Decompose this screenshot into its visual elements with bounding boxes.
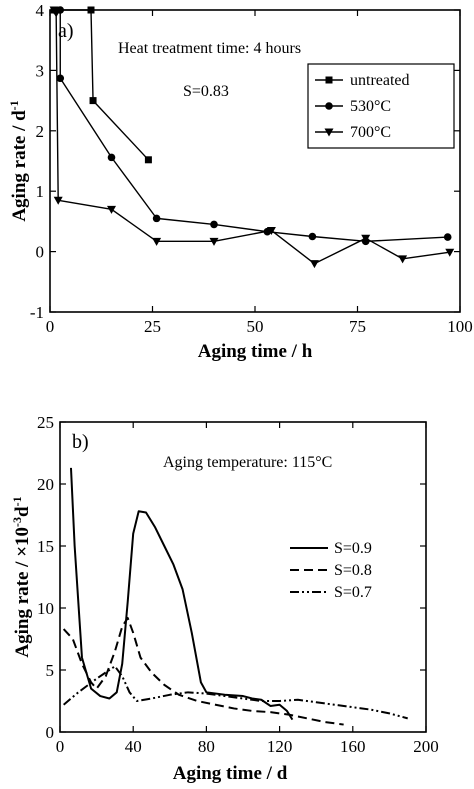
chart-b-annotation-temp: Aging temperature: 115°C bbox=[163, 454, 332, 471]
chart-b-y-tick-label: 10 bbox=[37, 599, 54, 618]
chart-a-point-3 bbox=[209, 237, 219, 246]
chart-a-y-tick-label: 3 bbox=[36, 61, 45, 80]
chart-a-legend-marker bbox=[325, 102, 333, 110]
chart-b-ticks: 0 40 80 120 160 200 0 5 10 15 20 25 bbox=[37, 413, 439, 756]
chart-b-series-line-1 bbox=[69, 467, 294, 721]
chart-a-y-tick-label: 2 bbox=[36, 122, 45, 141]
chart-b-legend: S=0.9 S=0.8 S=0.7 bbox=[290, 540, 372, 601]
chart-a-annotation-time: Heat treatment time: 4 hours bbox=[118, 40, 301, 57]
chart-b-y-tick-label: 25 bbox=[37, 413, 54, 432]
chart-a-panel-label: a) bbox=[58, 20, 74, 42]
chart-a-point-1 bbox=[144, 156, 152, 164]
chart-a-y-tick-label: -1 bbox=[30, 303, 44, 322]
chart-a-point-3 bbox=[53, 196, 63, 205]
chart-b-y-axis-label-tail-sup: -1 bbox=[10, 496, 24, 506]
chart-b-legend-label: S=0.9 bbox=[334, 540, 372, 557]
chart-b-x-tick-label: 40 bbox=[125, 737, 142, 756]
chart-b-x-tick-label: 160 bbox=[340, 737, 366, 756]
chart-a-point-3 bbox=[398, 255, 408, 264]
chart-b-panel-label: b) bbox=[72, 431, 89, 453]
chart-b-x-tick-label: 120 bbox=[267, 737, 293, 756]
chart-a-y-tick-label: 0 bbox=[36, 243, 45, 262]
chart-b-y-tick-label: 20 bbox=[37, 475, 54, 494]
chart-a-y-tick-label: 4 bbox=[36, 1, 45, 20]
chart-a-point-3 bbox=[107, 205, 116, 214]
chart-a-point-3 bbox=[266, 226, 276, 235]
chart-a-point-3 bbox=[51, 9, 61, 18]
chart-a-y-tick-label: 1 bbox=[36, 182, 45, 201]
chart-a-x-tick-label: 75 bbox=[349, 317, 366, 336]
chart-a-legend-label: 700°C bbox=[350, 124, 391, 141]
chart-a-legend-marker bbox=[325, 76, 333, 84]
chart-b-series bbox=[62, 467, 408, 726]
chart-a-x-tick-label: 25 bbox=[144, 317, 161, 336]
chart-a-x-axis-label: Aging time / h bbox=[198, 341, 313, 362]
chart-a-point-3 bbox=[309, 260, 319, 269]
chart-a-legend-label: 530°C bbox=[350, 98, 391, 115]
chart-b-y-axis-label-main: Aging rate / ×10 bbox=[12, 527, 33, 658]
chart-b-series-line-3 bbox=[63, 665, 408, 720]
chart-b-series-line-2 bbox=[62, 616, 344, 726]
chart-a-point-3 bbox=[445, 248, 455, 257]
chart-a-series bbox=[49, 6, 455, 269]
chart-a-x-tick-label: 0 bbox=[46, 317, 55, 336]
chart-a-annotation-s: S=0.83 bbox=[183, 83, 229, 100]
chart-a-y-axis-label: Aging rate / d-1 bbox=[7, 100, 30, 221]
chart-a-legend-marker bbox=[324, 128, 334, 137]
chart-b-plot-frame bbox=[59, 421, 427, 733]
chart-a-point-2 bbox=[56, 74, 65, 83]
chart-a-legend: untreated 530°C 700°C bbox=[307, 63, 455, 149]
chart-a-series-line-1 bbox=[54, 9, 149, 161]
chart-b-legend-label: S=0.8 bbox=[334, 562, 372, 579]
chart-b: 0 40 80 120 160 200 0 5 10 15 20 25 b) Aging temper… bbox=[10, 413, 439, 784]
chart-b-y-tick-label: 5 bbox=[46, 661, 55, 680]
chart-a-point-2 bbox=[210, 220, 218, 229]
chart-b-x-tick-label: 80 bbox=[198, 737, 215, 756]
chart-b-x-tick-label: 200 bbox=[413, 737, 439, 756]
chart-a-y-axis-label-main: Aging rate / d bbox=[9, 110, 30, 222]
chart-b-y-axis-label-sup: -3 bbox=[10, 517, 24, 527]
chart-b-x-axis-label: Aging time / d bbox=[173, 763, 288, 784]
chart-a-legend-label: untreated bbox=[350, 72, 410, 89]
chart-b-y-tick-label: 0 bbox=[46, 723, 55, 742]
chart-a-point-1 bbox=[87, 6, 95, 14]
chart-a-point-3 bbox=[361, 234, 371, 243]
chart-a-x-tick-label: 50 bbox=[247, 317, 264, 336]
chart-a-point-2 bbox=[308, 232, 317, 241]
chart-a-y-axis-label-sup: -1 bbox=[7, 100, 21, 110]
chart-b-x-tick-label: 0 bbox=[56, 737, 65, 756]
chart-a-point-3 bbox=[152, 237, 162, 246]
chart-a-point-2 bbox=[443, 233, 452, 241]
chart-a-point-2 bbox=[152, 214, 161, 223]
chart-a-point-1 bbox=[89, 97, 97, 105]
chart-a-point-2 bbox=[107, 153, 116, 162]
chart-b-y-axis-label-tail: d bbox=[12, 506, 33, 517]
chart-b-legend-label: S=0.7 bbox=[334, 584, 372, 601]
chart-b-y-axis-label: Aging rate / ×10-3d-1 bbox=[10, 496, 33, 657]
chart-b-y-tick-label: 15 bbox=[37, 537, 54, 556]
chart-a-x-tick-label: 100 bbox=[447, 317, 473, 336]
